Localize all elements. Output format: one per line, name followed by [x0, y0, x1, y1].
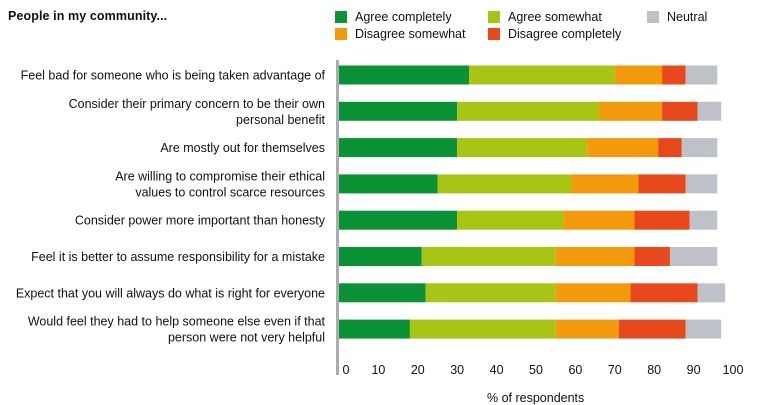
- bar-disagree-completely-4: [634, 210, 690, 230]
- bar-neutral-3: [685, 174, 718, 194]
- bar-agree-somewhat-4: [457, 210, 564, 230]
- bar-neutral-0: [685, 65, 718, 85]
- x-tick-label-80: 80: [647, 363, 661, 377]
- bar-disagree-completely-5: [634, 247, 670, 266]
- category-label-1-line-0: Consider their primary concern to be the…: [69, 97, 325, 111]
- bar-neutral-7: [685, 319, 722, 339]
- legend-swatch-agree-somewhat: [488, 11, 500, 23]
- bar-neutral-6: [697, 283, 726, 303]
- category-label-7-line-0: Would feel they had to help someone else…: [28, 315, 326, 329]
- bar-neutral-4: [689, 210, 718, 230]
- x-tick-label-40: 40: [490, 363, 504, 377]
- bar-agree-completely-4: [339, 210, 458, 230]
- bar-neutral-2: [681, 138, 718, 158]
- x-tick-label-30: 30: [450, 363, 464, 377]
- bar-disagree-completely-1: [662, 101, 698, 121]
- category-label-4: Consider power more important than hones…: [75, 214, 326, 228]
- bar-disagree-somewhat-2: [587, 138, 659, 158]
- legend-label-neutral: Neutral: [667, 10, 708, 24]
- bar-agree-completely-7: [339, 319, 410, 339]
- x-tick-label-100: 100: [723, 363, 744, 377]
- category-label-5: Feel it is better to assume responsibili…: [31, 250, 325, 264]
- bar-agree-somewhat-1: [457, 101, 600, 121]
- x-tick-label-50: 50: [529, 363, 543, 377]
- legend-item-agree-somewhat: Agree somewhat: [488, 10, 602, 24]
- category-label-6: Expect that you will always do what is r…: [16, 286, 325, 300]
- bar-agree-completely-2: [339, 138, 458, 158]
- bar-disagree-somewhat-3: [571, 174, 639, 194]
- category-label-3-line-0: Are willing to compromise their ethical: [115, 169, 325, 183]
- category-label-7-line-1: person were not very helpful: [168, 331, 325, 345]
- bar-disagree-somewhat-5: [555, 247, 635, 266]
- category-label-0: Feel bad for someone who is being taken …: [21, 69, 326, 83]
- bar-neutral-5: [669, 247, 718, 266]
- bar-disagree-completely-0: [662, 65, 686, 85]
- category-label-1-line-1: personal benefit: [236, 113, 325, 127]
- legend-item-agree-completely: Agree completely: [335, 10, 452, 24]
- bar-agree-completely-6: [339, 283, 426, 303]
- bar-disagree-completely-6: [630, 283, 698, 303]
- bar-disagree-completely-2: [658, 138, 682, 158]
- bar-neutral-1: [697, 101, 722, 121]
- chart-title: People in my community...: [8, 9, 168, 23]
- bar-agree-somewhat-2: [457, 138, 588, 158]
- bar-agree-somewhat-5: [421, 247, 556, 266]
- bar-disagree-somewhat-1: [599, 101, 663, 121]
- legend-swatch-agree-completely: [335, 11, 347, 23]
- bar-agree-somewhat-7: [409, 319, 556, 339]
- x-tick-label-10: 10: [371, 363, 385, 377]
- legend-item-disagree-somewhat: Disagree somewhat: [335, 27, 465, 41]
- x-tick-label-0: 0: [343, 363, 350, 377]
- legend-label-disagree-completely: Disagree completely: [508, 27, 622, 41]
- bar-agree-completely-1: [339, 101, 458, 121]
- bar-agree-somewhat-0: [469, 65, 615, 85]
- bar-disagree-somewhat-0: [614, 65, 663, 85]
- x-axis-label: % of respondents: [487, 391, 585, 405]
- category-label-3-line-1: values to control scarce resources: [135, 185, 325, 199]
- bar-disagree-somewhat-4: [563, 210, 635, 230]
- bar-disagree-completely-3: [638, 174, 686, 194]
- x-tick-label-20: 20: [411, 363, 425, 377]
- bar-disagree-somewhat-6: [555, 283, 631, 303]
- legend-label-agree-somewhat: Agree somewhat: [508, 10, 602, 24]
- x-tick-label-60: 60: [568, 363, 582, 377]
- bar-agree-somewhat-6: [425, 283, 556, 303]
- bar-disagree-somewhat-7: [555, 319, 619, 339]
- category-label-2: Are mostly out for themselves: [160, 141, 325, 155]
- legend-item-disagree-completely: Disagree completely: [488, 27, 621, 41]
- bar-disagree-completely-7: [618, 319, 686, 339]
- legend-label-disagree-somewhat: Disagree somewhat: [355, 27, 466, 41]
- bar-agree-completely-3: [339, 174, 438, 194]
- bar-agree-completely-0: [339, 65, 470, 85]
- y-axis-line: [336, 60, 339, 375]
- legend-item-neutral: Neutral: [647, 10, 707, 24]
- bar-agree-somewhat-3: [437, 174, 572, 194]
- legend-swatch-disagree-somewhat: [335, 28, 347, 40]
- legend-swatch-neutral: [647, 11, 659, 23]
- legend-swatch-disagree-completely: [488, 28, 500, 40]
- x-tick-label-90: 90: [687, 363, 701, 377]
- x-tick-label-70: 70: [608, 363, 622, 377]
- bar-agree-completely-5: [339, 247, 422, 266]
- legend-label-agree-completely: Agree completely: [355, 10, 452, 24]
